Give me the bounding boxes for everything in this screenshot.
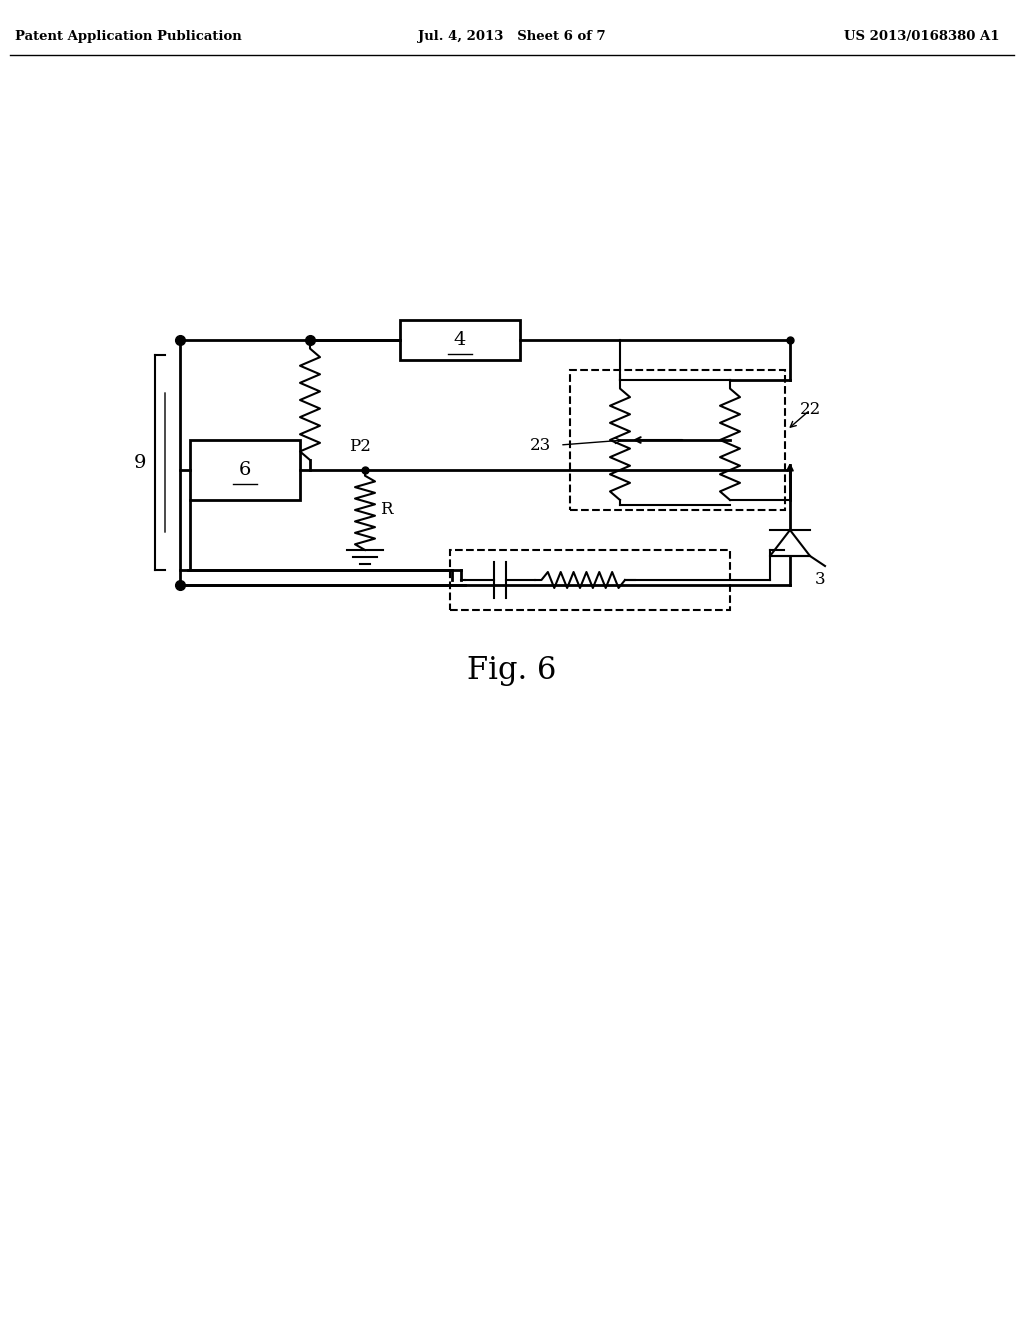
Text: 9: 9 <box>134 454 146 471</box>
Text: Patent Application Publication: Patent Application Publication <box>15 30 242 44</box>
Text: Fig. 6: Fig. 6 <box>467 655 557 685</box>
Text: 23: 23 <box>529 437 551 454</box>
Text: 3: 3 <box>815 572 825 589</box>
Text: R: R <box>380 502 392 519</box>
Text: 6: 6 <box>239 461 251 479</box>
Text: P2: P2 <box>349 438 371 455</box>
Text: Jul. 4, 2013   Sheet 6 of 7: Jul. 4, 2013 Sheet 6 of 7 <box>418 30 606 44</box>
FancyBboxPatch shape <box>400 319 520 360</box>
Text: US 2013/0168380 A1: US 2013/0168380 A1 <box>845 30 1000 44</box>
Text: 4: 4 <box>454 331 466 348</box>
Text: 22: 22 <box>800 401 821 418</box>
FancyBboxPatch shape <box>190 440 300 500</box>
